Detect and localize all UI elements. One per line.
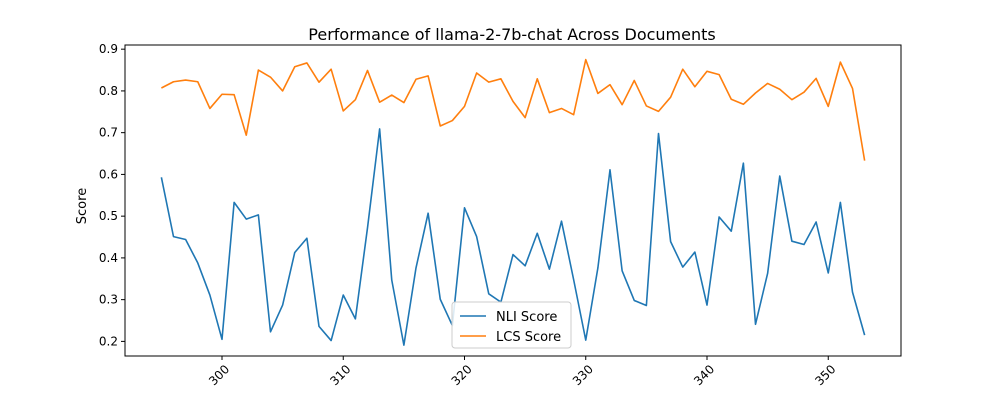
series-line-2 [161,58,866,161]
legend: NLI Score LCS Score [451,301,572,349]
y-axis-label: Score [75,188,90,224]
y-tick-label: 0.5 [99,209,118,223]
x-tick-label: 330 [570,362,596,388]
chart-title: Performance of llama-2-7b-chat Across Do… [308,25,715,44]
series-line-1 [160,128,866,346]
y-tick-label: 0.7 [99,126,118,140]
y-tick-label: 0.3 [99,293,118,307]
x-tick-label: 300 [206,362,232,388]
y-tick-label: 0.8 [99,84,118,98]
x-tick-label: 310 [327,362,353,388]
y-tick-label: 0.6 [99,167,118,181]
legend-entry: LCS Score [496,330,561,345]
x-tick-label: 320 [449,362,475,388]
plot-frame [124,44,902,357]
x-tick-label: 340 [691,362,717,388]
legend-entry: NLI Score [496,310,557,325]
y-axis: 0.2 0.3 0.4 0.5 0.6 0.7 0.8 0.9 [99,42,125,348]
y-tick-label: 0.4 [99,251,118,265]
y-tick-label: 0.2 [99,334,118,348]
x-axis: 300 310 320 330 340 350 [206,356,838,388]
x-tick-label: 350 [812,362,838,388]
series-layer [160,58,866,346]
y-tick-label: 0.9 [99,42,118,56]
